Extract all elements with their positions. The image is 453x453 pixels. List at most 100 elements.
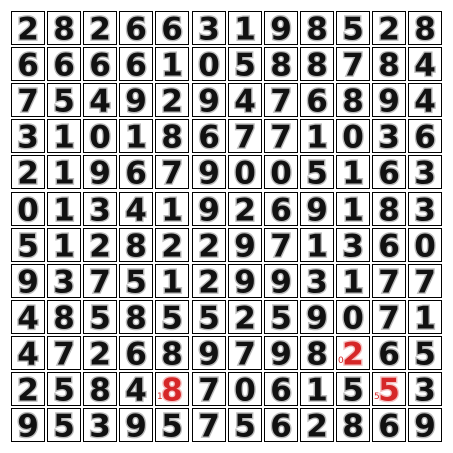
digit-glyph: 0 xyxy=(234,373,256,405)
digit-image: 44 xyxy=(233,84,257,116)
digit-image: 66 xyxy=(160,12,184,44)
digit-halo: 9 xyxy=(234,229,256,261)
digit-halo: 2 xyxy=(161,84,183,116)
digit-halo: 0 xyxy=(342,120,364,152)
digit-glyph: 8 xyxy=(306,48,328,80)
digit-glyph: 1 xyxy=(53,229,75,261)
digit-image: 77 xyxy=(16,84,40,116)
digit-image: 33 xyxy=(413,373,437,405)
digit-glyph: 6 xyxy=(125,337,147,369)
digit-halo: 3 xyxy=(414,193,436,225)
digit-image: 66 xyxy=(377,409,401,441)
digit-halo: 9 xyxy=(17,409,39,441)
digit-glyph: 0 xyxy=(198,48,220,80)
digit-glyph: 4 xyxy=(125,193,147,225)
digit-image: 33 xyxy=(377,120,401,152)
digit-image: 66 xyxy=(197,120,221,152)
digit-halo: 5 xyxy=(53,409,75,441)
digit-halo: 8 xyxy=(342,409,364,441)
digit-halo: 6 xyxy=(53,48,75,80)
digit-glyph: 6 xyxy=(378,337,400,369)
digit-image: 55 xyxy=(160,409,184,441)
digit-glyph: 5 xyxy=(53,84,75,116)
digit-image: 66 xyxy=(124,156,148,188)
digit-glyph: 6 xyxy=(161,12,183,44)
digit-glyph: 9 xyxy=(414,409,436,441)
digit-image: 44 xyxy=(124,373,148,405)
digit-glyph: 5 xyxy=(53,373,75,405)
highlight-index-label: 0 xyxy=(338,356,344,366)
digit-halo: 2 xyxy=(378,12,400,44)
digit-halo: 1 xyxy=(125,120,147,152)
digit-halo: 8 xyxy=(378,193,400,225)
digit-image: 00 xyxy=(233,373,257,405)
digit-halo: 5 xyxy=(161,409,183,441)
digit-glyph: 3 xyxy=(342,229,364,261)
digit-halo: 8 xyxy=(306,337,328,369)
digit-image: 55 xyxy=(160,301,184,333)
digit-halo: 5 xyxy=(234,409,256,441)
digit-image: 77 xyxy=(197,409,221,441)
digit-halo: 4 xyxy=(125,373,147,405)
digit-halo: 7 xyxy=(161,156,183,188)
digit-glyph: 2 xyxy=(161,84,183,116)
digit-glyph: 9 xyxy=(198,84,220,116)
digit-glyph: 0 xyxy=(342,120,364,152)
digit-image: 55 xyxy=(233,48,257,80)
digit-image: 55 xyxy=(233,409,257,441)
digit-glyph: 2 xyxy=(306,409,328,441)
digit-image: 88 xyxy=(377,48,401,80)
digit-glyph: 2 xyxy=(17,373,39,405)
digit-image: 88 xyxy=(52,301,76,333)
digit-halo: 6 xyxy=(125,48,147,80)
digit-image: 11 xyxy=(341,193,365,225)
digit-glyph: 0 xyxy=(234,156,256,188)
digit-halo: 9 xyxy=(198,193,220,225)
digit-glyph: 0 xyxy=(342,301,364,333)
digit-halo: 8 xyxy=(161,337,183,369)
digit-halo: 3 xyxy=(342,229,364,261)
digit-halo: 7 xyxy=(234,120,256,152)
digit-image: 55 xyxy=(341,373,365,405)
digit-image: 55 xyxy=(413,337,437,369)
digit-image: 22 xyxy=(16,156,40,188)
digit-halo: 0 xyxy=(414,229,436,261)
digit-image: 22 xyxy=(233,193,257,225)
digit-halo: 8 xyxy=(378,48,400,80)
digit-glyph: 4 xyxy=(17,301,39,333)
digit-image: 00 xyxy=(197,48,221,80)
digit-halo: 2 xyxy=(198,265,220,297)
digit-glyph: 7 xyxy=(270,229,292,261)
digit-image: 66 xyxy=(305,84,329,116)
digit-image: 22 xyxy=(16,373,40,405)
digit-halo: 0 xyxy=(198,48,220,80)
digit-halo: 9 xyxy=(270,265,292,297)
digit-halo: 6 xyxy=(125,337,147,369)
digit-glyph: 8 xyxy=(53,301,75,333)
digit-glyph: 8 xyxy=(125,301,147,333)
digit-image: 77 xyxy=(197,373,221,405)
digit-image: 11 xyxy=(124,120,148,152)
digit-image: 55 xyxy=(52,409,76,441)
digit-image: 88 xyxy=(413,12,437,44)
